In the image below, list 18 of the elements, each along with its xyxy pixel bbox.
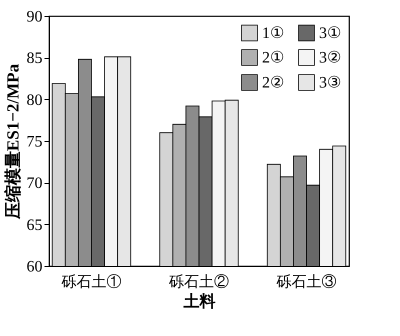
y-tick-label: 60 bbox=[26, 258, 42, 276]
x-tick-label: 砾石土③ bbox=[276, 274, 337, 290]
y-axis-title: 压缩模量ES1−2/MPa bbox=[4, 63, 22, 220]
legend-label: 2② bbox=[262, 74, 284, 92]
y-tick-label: 70 bbox=[26, 175, 42, 192]
legend-label: 1① bbox=[262, 24, 284, 42]
y-tick-label: 80 bbox=[26, 92, 42, 109]
y-tick-label: 65 bbox=[26, 216, 42, 234]
y-tick-label: 75 bbox=[26, 134, 42, 150]
x-axis-title: 土料 bbox=[182, 292, 216, 310]
legend-label: 3① bbox=[319, 24, 341, 42]
legend-label: 3③ bbox=[319, 74, 341, 92]
y-tick-label: 90 bbox=[26, 8, 42, 26]
y-tick-label: 85 bbox=[26, 50, 42, 68]
x-tick-label: 砾石土② bbox=[168, 274, 229, 290]
legend-label: 3② bbox=[319, 50, 341, 66]
x-tick-label: 砾石土① bbox=[60, 274, 122, 290]
legend-label: 2① bbox=[262, 50, 284, 66]
